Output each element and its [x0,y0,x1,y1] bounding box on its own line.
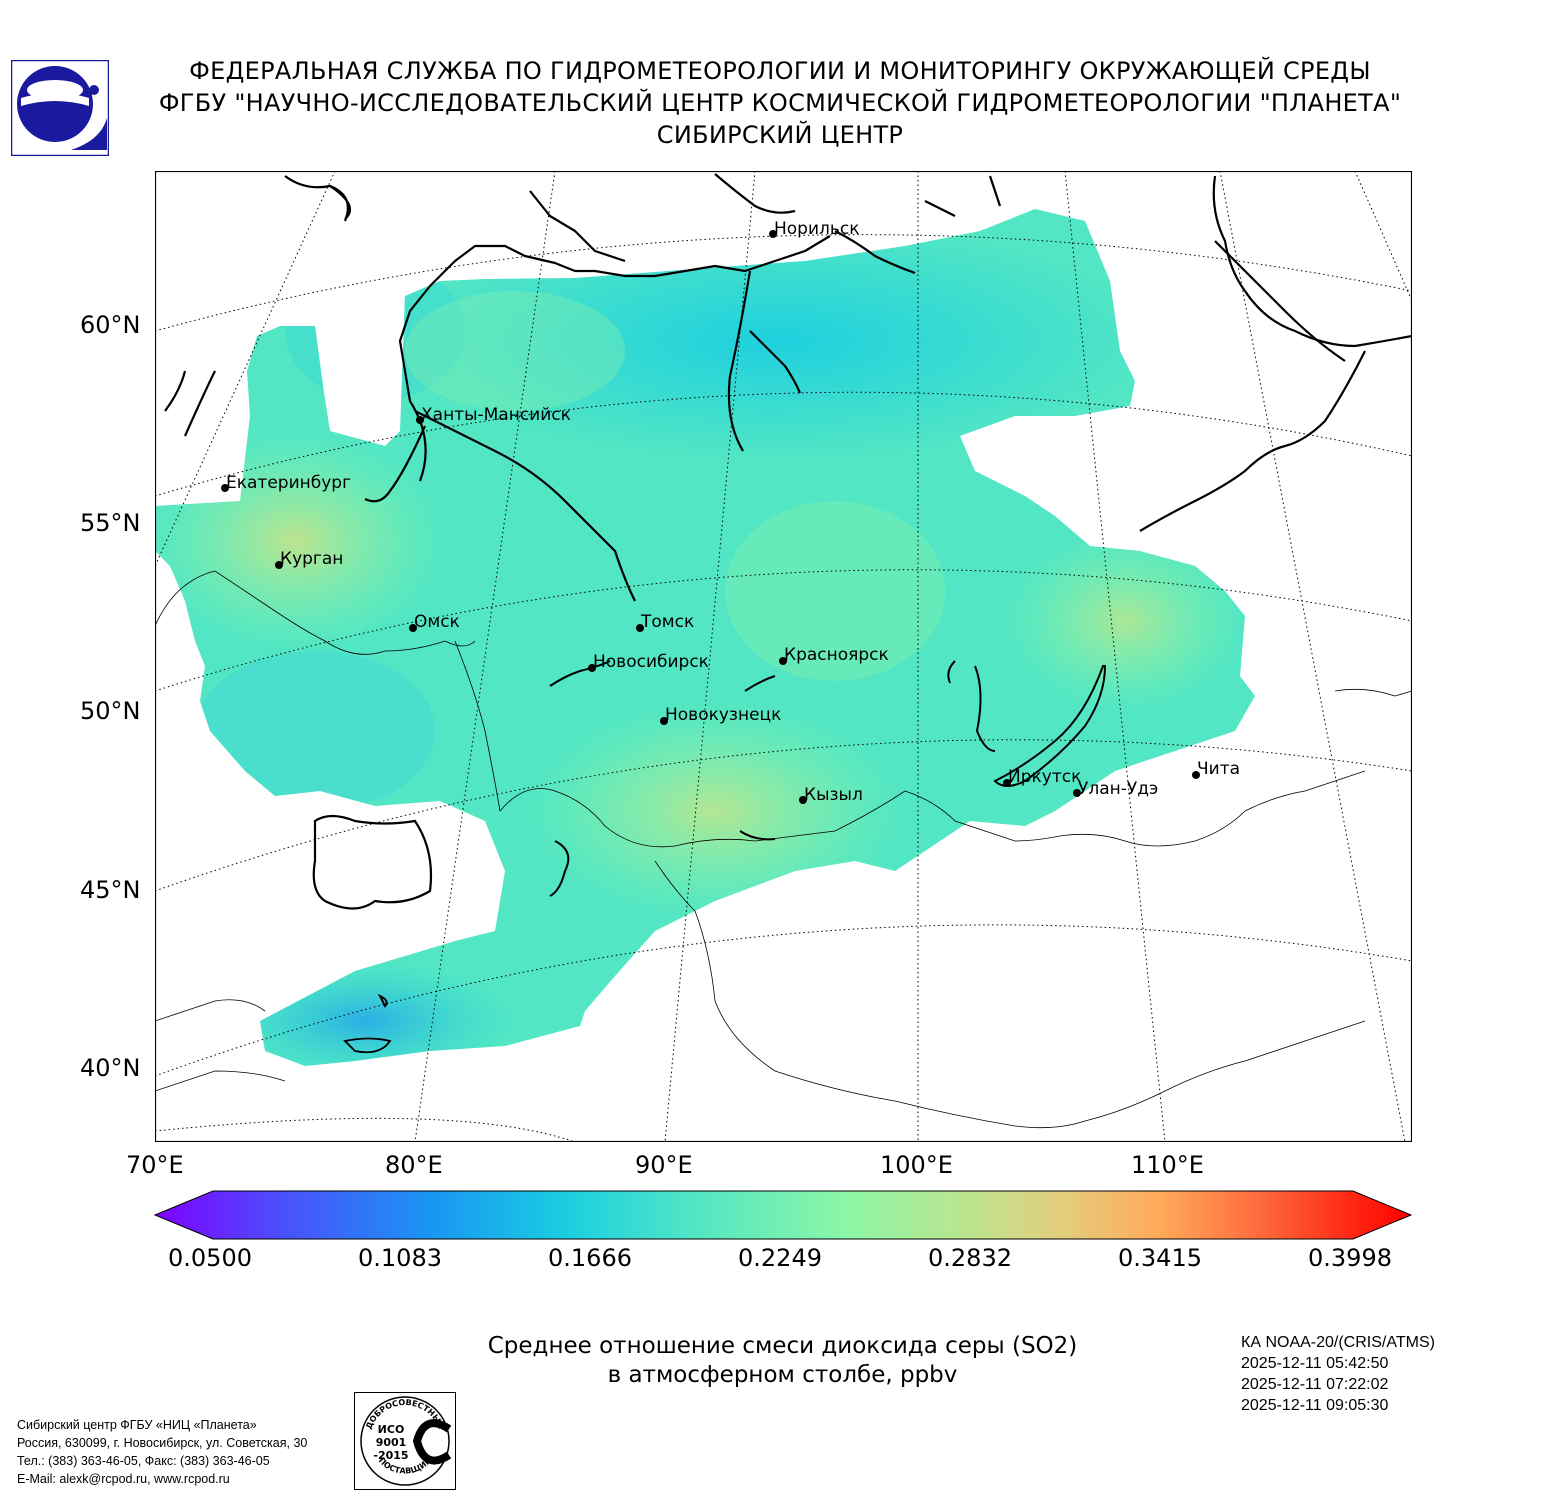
lon-label-110: 110°E [1131,1151,1204,1179]
satellite-time-1: 2025-12-11 05:42:50 [1241,1355,1389,1372]
iso-certification-badge: ДОБРОСОВЕСТНЫЙ ПОСТАВЩИК ИСО 9001 -2015 [354,1392,456,1490]
footer-line-4: E-Mail: alexk@rcpod.ru, www.rcpod.ru [17,1472,230,1486]
lon-label-100: 100°E [880,1151,953,1179]
city-label-norilsk: Норильск [774,219,860,239]
footer-line-3: Тел.: (383) 363-46-05, Факс: (383) 363-4… [17,1454,270,1468]
satellite-name: КА NOAA-20/(CRIS/ATMS) [1241,1334,1435,1351]
colorbar-tick-6: 0.3998 [1308,1244,1392,1272]
map-frame [155,171,1412,1142]
city-label-yekaterinburg: Екатеринбург [226,473,351,493]
city-label-kurgan: Курган [280,549,343,569]
header-line-1: ФЕДЕРАЛЬНАЯ СЛУЖБА ПО ГИДРОМЕТЕОРОЛОГИИ … [189,57,1371,85]
so2-field [155,209,1255,1066]
city-label-chita: Чита [1197,759,1240,779]
footer-contact: Сибирский центр ФГБУ «НИЦ «Планета» Росс… [17,1416,307,1488]
caption-line-1: Среднее отношение смеси диоксида серы (S… [487,1333,1078,1359]
colorbar-tick-1: 0.1083 [358,1244,442,1272]
satellite-info: КА NOAA-20/(CRIS/ATMS) 2025-12-11 05:42:… [1241,1332,1435,1416]
footer-line-2: Россия, 630099, г. Новосибирск, ул. Сове… [17,1436,308,1450]
colorbar [153,1190,1413,1240]
borders [155,570,1412,1129]
badge-iso: ИСО [378,1423,405,1436]
satellite-time-3: 2025-12-11 09:05:30 [1241,1397,1389,1414]
header-line-3: СИБИРСКИЙ ЦЕНТР [656,121,904,149]
lat-label-50: 50°N [80,697,141,725]
city-label-irkutsk: Иркутск [1008,767,1081,787]
lon-label-80: 80°E [385,1151,443,1179]
lat-label-45: 45°N [80,876,141,904]
caption-line-2: в атмосферном столбе, ppbv [607,1362,958,1388]
city-markers [221,230,1200,804]
badge-2015: -2015 [373,1449,408,1462]
city-label-tomsk: Томск [640,612,694,632]
lat-label-60: 60°N [80,311,141,339]
colorbar-tick-3: 0.2249 [738,1244,822,1272]
city-label-khanty-mansiysk: Ханты-Мансийск [421,405,571,425]
lat-label-40: 40°N [80,1054,141,1082]
so2-map: Норильск Ханты-Мансийск Екатеринбург Кур… [155,171,1412,1142]
satellite-time-2: 2025-12-11 07:22:02 [1241,1376,1389,1393]
lon-label-70: 70°E [126,1151,184,1179]
badge-9001: 9001 [376,1436,407,1449]
city-label-novokuznetsk: Новокузнецк [665,705,781,725]
lat-label-55: 55°N [80,509,141,537]
colorbar-tick-0: 0.0500 [168,1244,252,1272]
lon-label-90: 90°E [635,1151,693,1179]
city-labels: Норильск Ханты-Мансийск Екатеринбург Кур… [226,219,1240,805]
footer-line-1: Сибирский центр ФГБУ «НИЦ «Планета» [17,1418,257,1432]
coastlines [164,173,1412,602]
city-label-novosibirsk: Новосибирск [593,652,709,672]
colorbar-tick-4: 0.2832 [928,1244,1012,1272]
city-label-ulan-ude: Улан-Удэ [1078,779,1158,799]
colorbar-tick-5: 0.3415 [1118,1244,1202,1272]
city-label-omsk: Омск [414,612,460,632]
colorbar-tick-2: 0.1666 [548,1244,632,1272]
planeta-logo [10,59,110,157]
header-line-2: ФГБУ "НАУЧНО-ИССЛЕДОВАТЕЛЬСКИЙ ЦЕНТР КОС… [158,89,1402,117]
city-label-krasnoyarsk: Красноярск [784,645,889,665]
city-label-kyzyl: Кызыл [804,785,863,805]
